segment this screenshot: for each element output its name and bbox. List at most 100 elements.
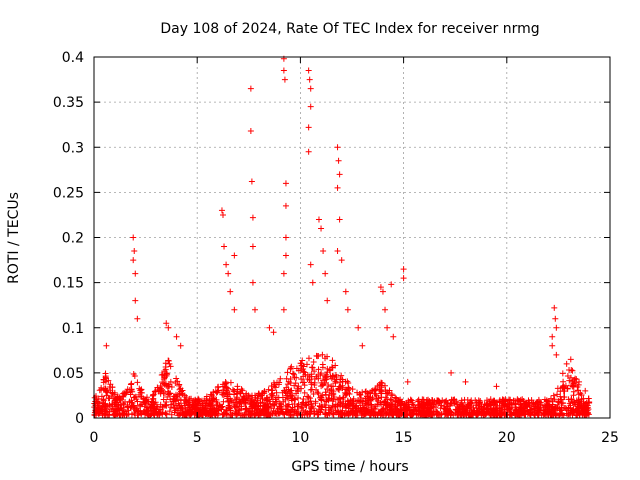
- data-point: [231, 306, 238, 313]
- data-point: [493, 399, 500, 406]
- data-point: [268, 405, 275, 412]
- data-point: [143, 410, 150, 417]
- x-tick-label: 10: [291, 430, 309, 446]
- data-point: [444, 401, 451, 408]
- data-point: [528, 406, 535, 413]
- data-point: [298, 405, 305, 412]
- x-axis-label: GPS time / hours: [291, 459, 408, 475]
- data-point: [572, 375, 579, 382]
- data-point: [376, 386, 383, 393]
- data-point: [346, 410, 353, 417]
- data-point: [248, 178, 255, 185]
- data-point: [387, 403, 394, 410]
- data-point: [163, 382, 170, 389]
- data-point: [352, 405, 359, 412]
- data-point: [251, 399, 258, 406]
- data-point: [565, 396, 572, 403]
- data-point: [330, 396, 337, 403]
- data-point: [567, 356, 574, 363]
- data-point: [195, 412, 202, 419]
- data-point: [580, 395, 587, 402]
- data-point: [167, 378, 174, 385]
- data-point: [540, 405, 547, 412]
- data-point: [543, 402, 550, 409]
- data-point: [130, 406, 137, 413]
- data-point: [358, 395, 365, 402]
- data-point: [385, 389, 392, 396]
- y-tick-label: 0.25: [53, 185, 84, 201]
- data-point: [420, 410, 427, 417]
- data-point: [268, 393, 275, 400]
- data-point: [304, 376, 311, 383]
- data-point: [404, 412, 411, 419]
- data-point: [575, 391, 582, 398]
- data-point: [502, 396, 509, 403]
- data-point: [392, 408, 399, 415]
- data-point: [307, 261, 314, 268]
- data-point: [175, 407, 182, 414]
- data-point: [202, 406, 209, 413]
- data-point: [487, 396, 494, 403]
- data-point: [335, 157, 342, 164]
- data-point: [279, 394, 286, 401]
- data-point: [124, 402, 131, 409]
- data-point: [387, 396, 394, 403]
- data-point: [271, 402, 278, 409]
- data-point: [131, 248, 138, 255]
- data-point: [192, 398, 199, 405]
- data-point: [566, 377, 573, 384]
- data-points: [91, 55, 593, 419]
- data-point: [277, 409, 284, 416]
- data-point: [382, 411, 389, 418]
- data-point: [565, 405, 572, 412]
- data-point: [364, 395, 371, 402]
- data-point: [203, 393, 210, 400]
- data-point: [129, 399, 136, 406]
- data-point: [506, 405, 513, 412]
- data-point: [537, 402, 544, 409]
- data-point: [206, 403, 213, 410]
- data-point: [242, 406, 249, 413]
- data-point: [109, 390, 116, 397]
- data-point: [483, 402, 490, 409]
- data-point: [410, 410, 417, 417]
- data-point: [217, 403, 224, 410]
- data-point: [564, 373, 571, 380]
- data-point: [128, 411, 135, 418]
- data-point: [225, 270, 232, 277]
- data-point: [374, 397, 381, 404]
- data-point: [283, 375, 290, 382]
- data-point: [513, 405, 520, 412]
- data-point: [220, 211, 226, 218]
- data-point: [160, 375, 167, 382]
- data-point: [573, 397, 580, 404]
- data-point: [114, 394, 121, 401]
- data-point: [493, 383, 500, 390]
- data-point: [370, 411, 377, 418]
- data-point: [315, 216, 322, 223]
- data-point: [269, 387, 276, 394]
- data-point: [176, 381, 183, 388]
- data-point: [570, 383, 577, 390]
- data-point: [307, 408, 314, 415]
- y-tick-label: 0.3: [62, 140, 84, 156]
- data-point: [141, 403, 148, 410]
- data-point: [338, 372, 345, 379]
- data-point: [344, 306, 351, 313]
- data-point: [164, 393, 171, 400]
- data-point: [277, 375, 284, 382]
- data-point: [374, 401, 381, 408]
- data-point: [310, 358, 317, 365]
- data-point: [368, 388, 375, 395]
- data-point: [498, 411, 505, 418]
- data-point: [523, 401, 530, 408]
- data-point: [111, 410, 118, 417]
- data-point: [473, 405, 480, 412]
- data-point: [469, 408, 476, 415]
- data-point: [329, 364, 336, 371]
- data-point: [209, 398, 216, 405]
- data-point: [166, 408, 173, 415]
- data-point: [322, 374, 329, 381]
- data-point: [322, 355, 329, 362]
- data-point: [280, 270, 287, 277]
